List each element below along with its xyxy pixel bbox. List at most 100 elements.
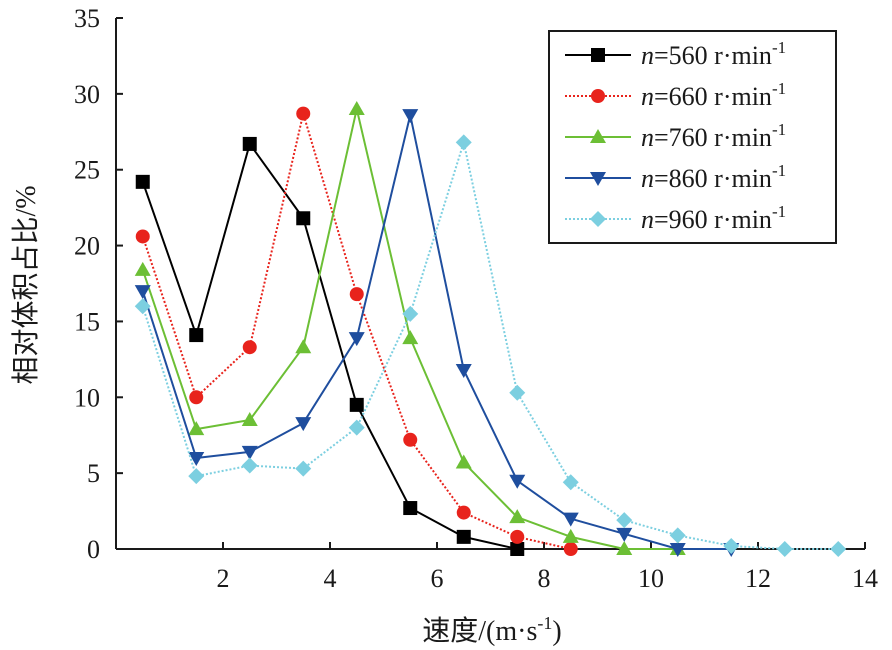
series-4-point bbox=[241, 445, 258, 460]
x-axis-title-main: 速度/(m·s bbox=[422, 615, 537, 647]
legend-label: n=560 r·min-1 bbox=[641, 38, 786, 70]
x-axis-title-close: ) bbox=[552, 616, 561, 647]
x-tick-label: 12 bbox=[745, 564, 771, 593]
y-tick-label: 25 bbox=[74, 156, 100, 185]
x-axis-title-exponent: -1 bbox=[537, 613, 552, 633]
series-5-point bbox=[723, 537, 740, 554]
x-tick-label: 14 bbox=[852, 564, 878, 593]
x-axis-title: 速度/(m·s-1) bbox=[422, 613, 561, 647]
legend-label: n=660 r·min-1 bbox=[641, 79, 786, 111]
series-5-point bbox=[188, 468, 205, 485]
x-tick-label: 2 bbox=[217, 564, 230, 593]
series-3-point bbox=[455, 454, 472, 469]
legend: n=560 r·min-1 n=660 r·min-1 n=760 r·min-1 n… bbox=[548, 30, 837, 244]
series-5-point bbox=[776, 541, 793, 557]
series-1 bbox=[135, 136, 525, 556]
series-1-point bbox=[403, 501, 418, 516]
legend-marker bbox=[590, 211, 606, 227]
series-3-point bbox=[402, 330, 419, 345]
series-2-point bbox=[135, 229, 150, 244]
y-tick-label: 20 bbox=[74, 232, 100, 261]
legend-item-5: n=960 r·min-1 bbox=[565, 202, 786, 234]
legend-item-1: n=560 r·min-1 bbox=[565, 38, 786, 70]
series-5-point bbox=[241, 457, 258, 474]
plot-series bbox=[134, 101, 847, 557]
series-5-point bbox=[455, 134, 472, 151]
series-1-line bbox=[141, 142, 518, 550]
series-4-point bbox=[562, 512, 579, 527]
y-tick-label: 30 bbox=[74, 80, 100, 109]
legend-marker bbox=[590, 172, 606, 186]
series-2-point bbox=[563, 542, 578, 556]
series-5-point bbox=[402, 305, 419, 322]
series-4-point bbox=[134, 285, 151, 300]
x-tick-label: 10 bbox=[638, 564, 664, 593]
legend-marker bbox=[591, 48, 605, 62]
series-2 bbox=[135, 106, 578, 556]
series-5 bbox=[134, 134, 847, 557]
series-2-point bbox=[403, 432, 418, 447]
series-2-point bbox=[189, 390, 204, 405]
legend-label: n=960 r·min-1 bbox=[641, 202, 786, 234]
series-2-line bbox=[141, 112, 571, 550]
series-3-point bbox=[134, 261, 151, 276]
series-5-point bbox=[830, 541, 847, 557]
axis-titles: 相对体积占比/% 速度/(m·s-1) bbox=[10, 185, 562, 647]
series-1-point bbox=[510, 542, 525, 556]
series-1-point bbox=[135, 174, 150, 189]
series-5-line bbox=[141, 141, 839, 550]
x-tick-label: 8 bbox=[538, 564, 551, 593]
legend-item-3: n=760 r·min-1 bbox=[565, 120, 786, 152]
legend-label: n=860 r·min-1 bbox=[641, 161, 786, 193]
x-tick-label: 6 bbox=[431, 564, 444, 593]
series-4-line bbox=[141, 114, 732, 550]
y-tick-label: 15 bbox=[74, 307, 100, 336]
series-1-point bbox=[189, 328, 204, 343]
series-1-point bbox=[349, 397, 364, 412]
series-5-point bbox=[348, 419, 365, 436]
series-2-point bbox=[456, 505, 471, 520]
series-5-point bbox=[295, 460, 312, 477]
series-2-point bbox=[510, 529, 525, 544]
axes: 0 5 10 15 20 25 30 35 2 4 6 8 10 12 14 bbox=[74, 4, 878, 593]
series-1-point bbox=[456, 529, 471, 544]
y-axis-title: 相对体积占比/% bbox=[10, 185, 42, 384]
legend-item-4: n=860 r·min-1 bbox=[565, 161, 786, 193]
series-5-point bbox=[509, 384, 526, 401]
series-3-point bbox=[509, 509, 526, 524]
y-tick-label: 0 bbox=[87, 535, 100, 564]
y-tick-label: 5 bbox=[87, 459, 100, 488]
x-tick-label: 4 bbox=[324, 564, 337, 593]
series-1-point bbox=[242, 136, 257, 151]
series-4-point bbox=[616, 527, 633, 542]
series-4-point bbox=[402, 109, 419, 124]
y-tick-label: 35 bbox=[74, 4, 100, 33]
legend-item-2: n=660 r·min-1 bbox=[565, 79, 786, 111]
series-1-point bbox=[296, 211, 311, 226]
series-4-point bbox=[188, 451, 205, 466]
series-3-point bbox=[295, 339, 312, 354]
legend-label: n=760 r·min-1 bbox=[641, 120, 786, 152]
series-5-point bbox=[616, 512, 633, 529]
series-5-point bbox=[669, 527, 686, 544]
series-3-point bbox=[562, 528, 579, 543]
series-4-point bbox=[348, 332, 365, 347]
series-3-point bbox=[241, 412, 258, 427]
y-tick-label: 10 bbox=[74, 383, 100, 412]
series-4-point bbox=[509, 474, 526, 489]
series-4-point bbox=[669, 543, 686, 557]
series-2-point bbox=[242, 340, 257, 355]
series-2-point bbox=[349, 287, 364, 302]
legend-marker bbox=[591, 89, 605, 103]
legend-marker bbox=[590, 129, 606, 143]
series-2-point bbox=[296, 106, 311, 121]
series-5-point bbox=[562, 474, 579, 491]
series-5-point bbox=[134, 298, 151, 315]
series-3-point bbox=[348, 101, 365, 116]
series-3-point bbox=[188, 421, 205, 436]
series-4-point bbox=[455, 363, 472, 378]
series-3-point bbox=[616, 541, 633, 555]
series-4-point bbox=[295, 417, 312, 432]
